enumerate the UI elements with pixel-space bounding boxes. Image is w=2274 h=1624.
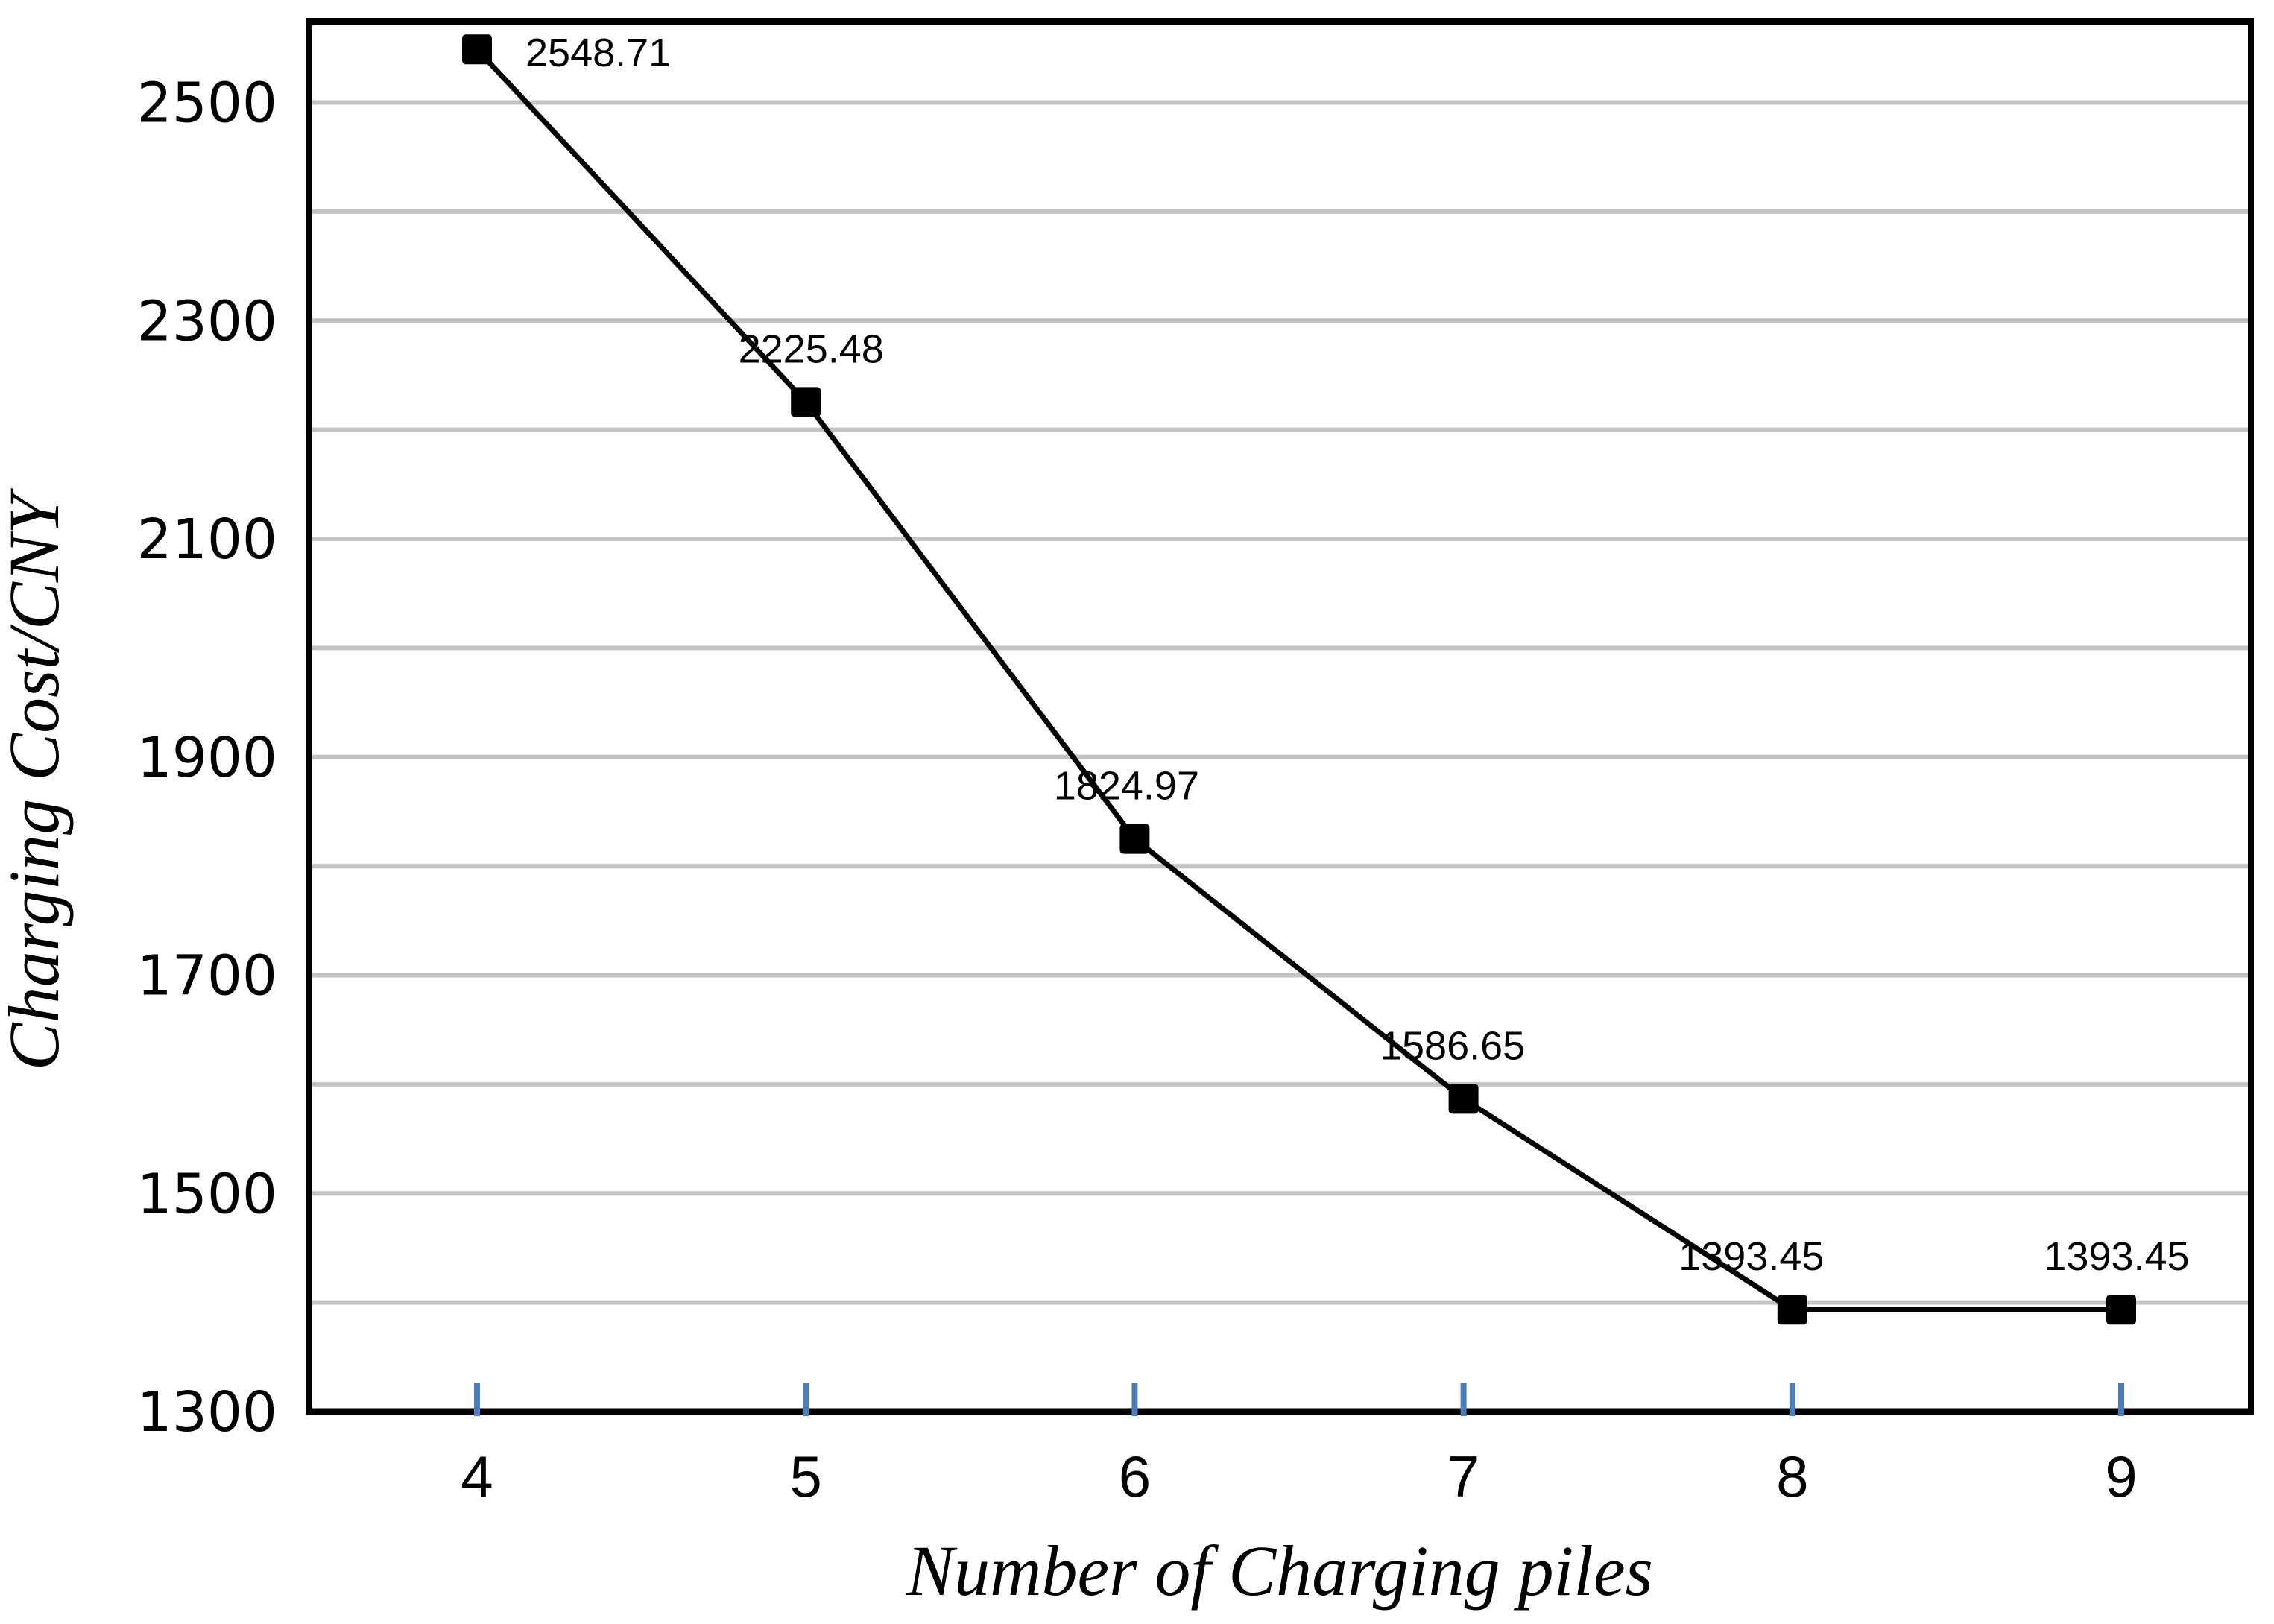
data-point-marker xyxy=(1448,1084,1479,1114)
x-tick-mark xyxy=(1789,1383,1795,1416)
plot-borders-group xyxy=(306,18,2254,1415)
x-tick-label: 5 xyxy=(790,1444,822,1509)
x-tick-mark xyxy=(803,1383,809,1416)
data-point-marker xyxy=(1119,824,1150,854)
y-tick-label: 2300 xyxy=(137,289,277,353)
y-tick-label: 1300 xyxy=(137,1380,277,1444)
x-tick-mark xyxy=(474,1383,480,1416)
data-point-marker xyxy=(462,34,492,65)
gridlines-group xyxy=(309,100,2251,1305)
x-tick-label: 4 xyxy=(461,1444,493,1509)
y-tick-label: 1900 xyxy=(137,726,277,790)
data-point-marker xyxy=(1777,1295,1807,1325)
y-tick-label: 1500 xyxy=(137,1162,277,1226)
x-tick-marks-group xyxy=(474,1383,2124,1416)
y-tick-label: 1700 xyxy=(137,944,277,1008)
data-point-marker xyxy=(791,387,821,417)
series-group xyxy=(462,34,2136,1325)
x-tick-label: 8 xyxy=(1776,1444,1808,1509)
data-point-label: 1824.97 xyxy=(1054,764,1199,809)
data-point-marker xyxy=(2106,1295,2136,1325)
x-tick-label: 6 xyxy=(1119,1444,1151,1509)
x-tick-label: 7 xyxy=(1447,1444,1479,1509)
data-point-label: 2225.48 xyxy=(739,326,884,371)
x-tick-label: 9 xyxy=(2105,1444,2137,1509)
y-axis-title: Charging Cost/CNY xyxy=(0,488,74,1070)
x-tick-mark xyxy=(1131,1383,1138,1416)
data-point-label: 1586.65 xyxy=(1380,1023,1525,1068)
series-line xyxy=(475,47,2121,1312)
x-tick-mark xyxy=(1460,1383,1467,1416)
y-tick-label: 2100 xyxy=(137,508,277,572)
data-point-label: 1393.45 xyxy=(2044,1234,2189,1279)
labels-group: 1300 1500 1700 1900 2100 2300 2500 4 5 6 7 8 9 2548.7… xyxy=(137,31,2190,1509)
x-tick-mark xyxy=(2118,1383,2124,1416)
data-point-label: 1393.45 xyxy=(1678,1234,1824,1279)
x-axis-title: Number of Charging piles xyxy=(906,1531,1653,1611)
data-point-label: 2548.71 xyxy=(525,31,671,75)
y-tick-label: 2500 xyxy=(137,72,277,136)
